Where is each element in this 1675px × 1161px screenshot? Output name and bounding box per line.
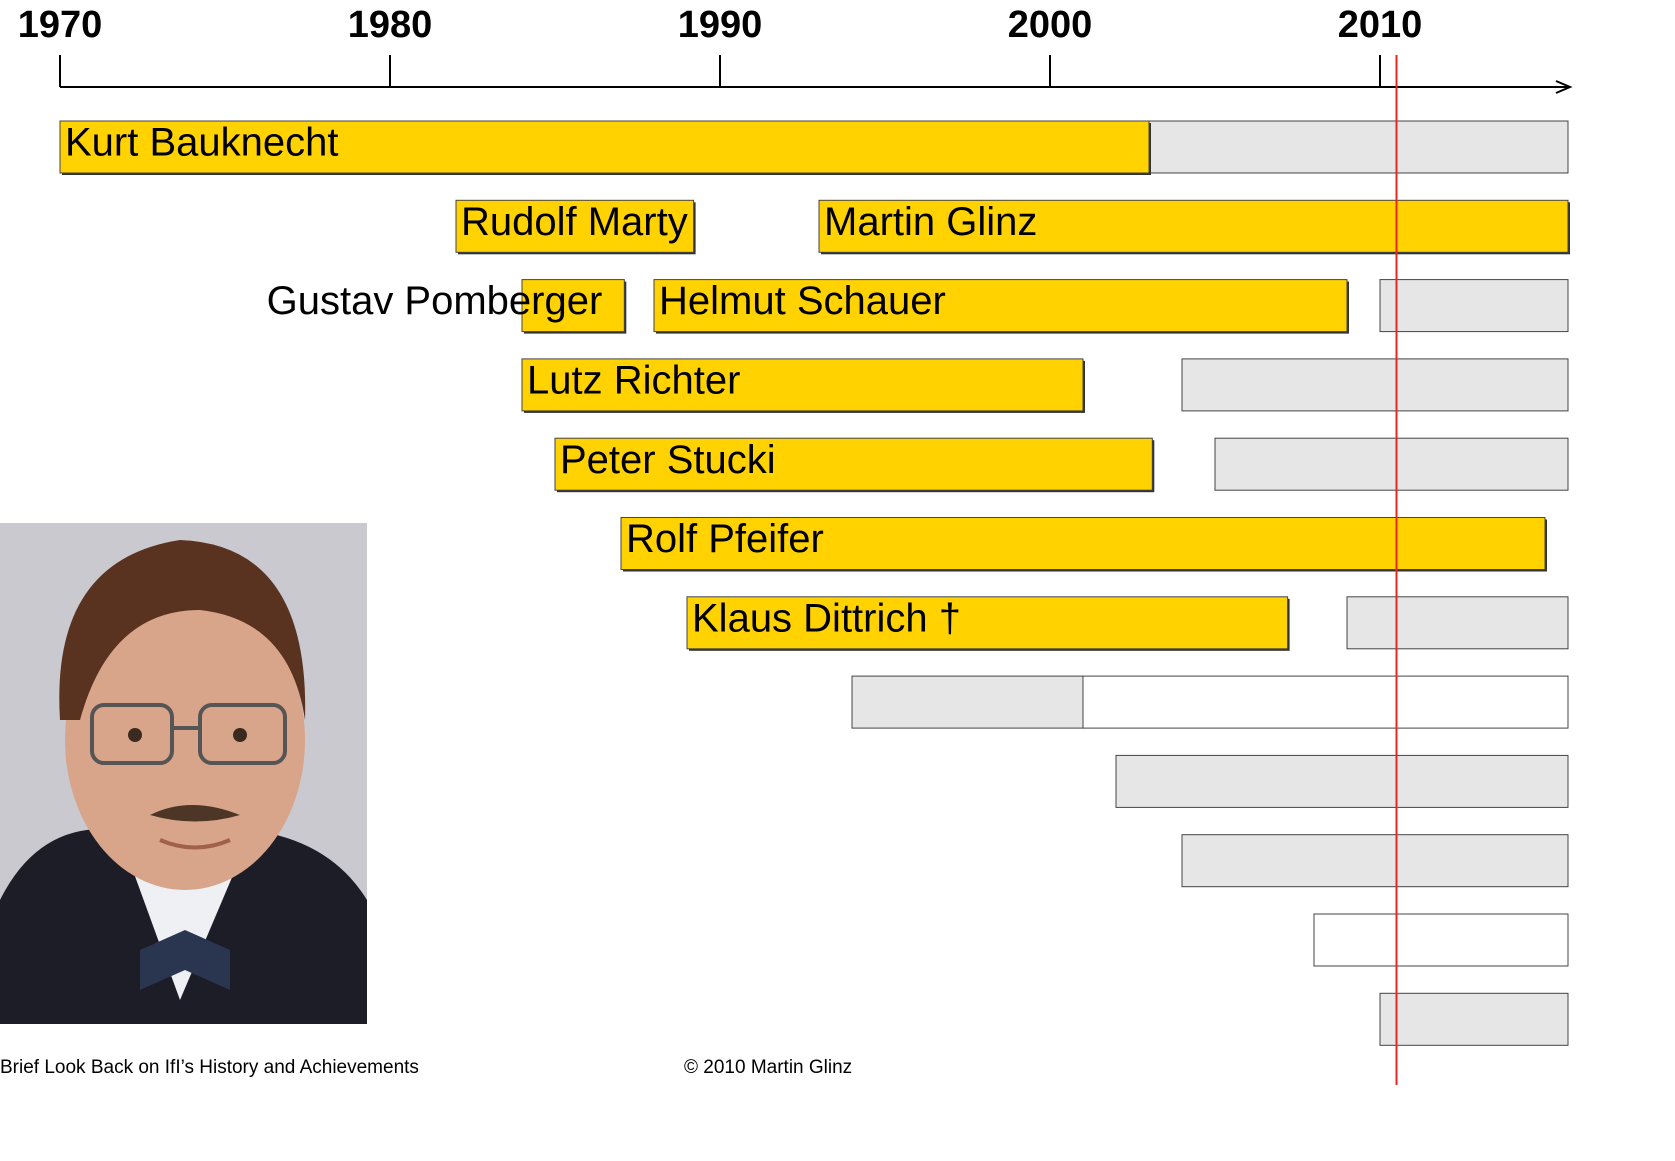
bar-label: Martin Glinz bbox=[824, 200, 1037, 244]
timeline-bar bbox=[1215, 438, 1568, 490]
x-tick-label: 1970 bbox=[18, 4, 103, 46]
timeline-bar bbox=[1182, 359, 1568, 411]
footer-copyright: © 2010 Martin Glinz bbox=[684, 1057, 852, 1078]
portrait bbox=[0, 523, 367, 1024]
bar-label: Kurt Bauknecht bbox=[65, 121, 339, 165]
timeline-bar bbox=[1116, 121, 1568, 173]
timeline-bar bbox=[1347, 597, 1568, 649]
x-tick-label: 1990 bbox=[678, 4, 763, 46]
timeline-bar bbox=[1380, 280, 1568, 332]
bar-label: Rolf Pfeifer bbox=[626, 517, 824, 561]
timeline-bar bbox=[1182, 835, 1568, 887]
timeline-bar bbox=[1083, 676, 1568, 728]
timeline-bar bbox=[1116, 755, 1568, 807]
timeline-bar bbox=[1380, 993, 1568, 1045]
bar-label: Helmut Schauer bbox=[659, 279, 946, 323]
bar-label: Lutz Richter bbox=[527, 358, 740, 402]
timeline-bar bbox=[852, 676, 1083, 728]
slide: Brief Look Back on IfI’s History and Ach… bbox=[0, 0, 1675, 1161]
x-tick-label: 1980 bbox=[348, 4, 433, 46]
bar-label: Peter Stucki bbox=[560, 438, 776, 482]
bar-label: Klaus Dittrich † bbox=[692, 596, 961, 640]
x-tick-label: 2000 bbox=[1008, 4, 1093, 46]
timeline-bar bbox=[1314, 914, 1568, 966]
bar-label: Gustav Pomberger bbox=[267, 279, 603, 323]
footer-title: Brief Look Back on IfI’s History and Ach… bbox=[0, 1057, 419, 1078]
bar-label: Rudolf Marty bbox=[461, 200, 688, 244]
x-tick-label: 2010 bbox=[1338, 4, 1423, 46]
page: Brief Look Back on IfI’s History and Ach… bbox=[0, 0, 1675, 1161]
